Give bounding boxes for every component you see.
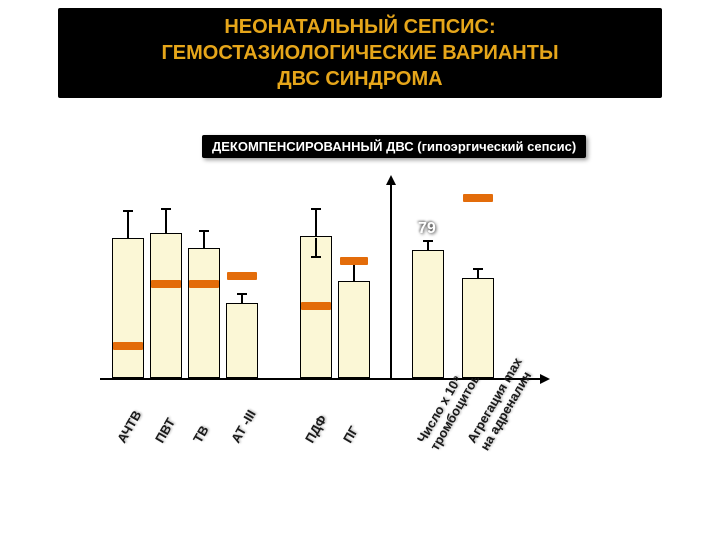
bar: [226, 303, 258, 378]
whisker-up: [353, 263, 355, 281]
whisker-cap: [311, 256, 321, 258]
whisker-cap: [423, 240, 433, 242]
whisker-cap: [237, 293, 247, 295]
whisker-up: [315, 208, 317, 236]
x-label: АЧТВ: [114, 408, 144, 446]
title-text: НЕОНАТАЛЬНЫЙ СЕПСИС: ГЕМОСТАЗИОЛОГИЧЕСКИ…: [161, 14, 558, 92]
x-label: АТ -III: [228, 407, 259, 445]
whisker-cap: [311, 208, 321, 210]
bar: [112, 238, 144, 378]
chart-area: АЧТВПВТТВАТ -IIIПДФПГ79Число х 10⁹ тромб…: [100, 160, 600, 380]
bar: [462, 278, 494, 378]
whisker-cap: [199, 230, 209, 232]
marker: [340, 257, 368, 265]
subtitle-text: ДЕКОМПЕНСИРОВАННЫЙ ДВС (гипоэргический с…: [212, 139, 576, 154]
marker: [113, 342, 143, 350]
bar: [338, 281, 370, 378]
x-label: ПДФ: [302, 412, 330, 445]
x-label: ТВ: [190, 423, 212, 446]
bar: [150, 233, 182, 378]
value-label: 79: [418, 220, 436, 238]
bar: [188, 248, 220, 378]
bar: [412, 250, 444, 378]
x-label: ПГ: [340, 424, 361, 446]
y-axis-arrow: [386, 175, 396, 185]
whisker-cap: [161, 208, 171, 210]
whisker-up: [165, 208, 167, 233]
y-axis: [390, 185, 392, 380]
whisker-cap: [473, 268, 483, 270]
marker: [463, 194, 493, 202]
marker: [227, 272, 257, 280]
marker: [301, 302, 331, 310]
whisker-down: [315, 238, 317, 258]
x-label: ПВТ: [152, 415, 178, 445]
title-banner: НЕОНАТАЛЬНЫЙ СЕПСИС: ГЕМОСТАЗИОЛОГИЧЕСКИ…: [58, 8, 662, 98]
marker: [151, 280, 181, 288]
subtitle-banner: ДЕКОМПЕНСИРОВАННЫЙ ДВС (гипоэргический с…: [202, 135, 586, 158]
marker: [189, 280, 219, 288]
x-axis-arrow: [540, 374, 550, 384]
whisker-up: [127, 210, 129, 238]
whisker-cap: [123, 210, 133, 212]
whisker-up: [203, 230, 205, 248]
